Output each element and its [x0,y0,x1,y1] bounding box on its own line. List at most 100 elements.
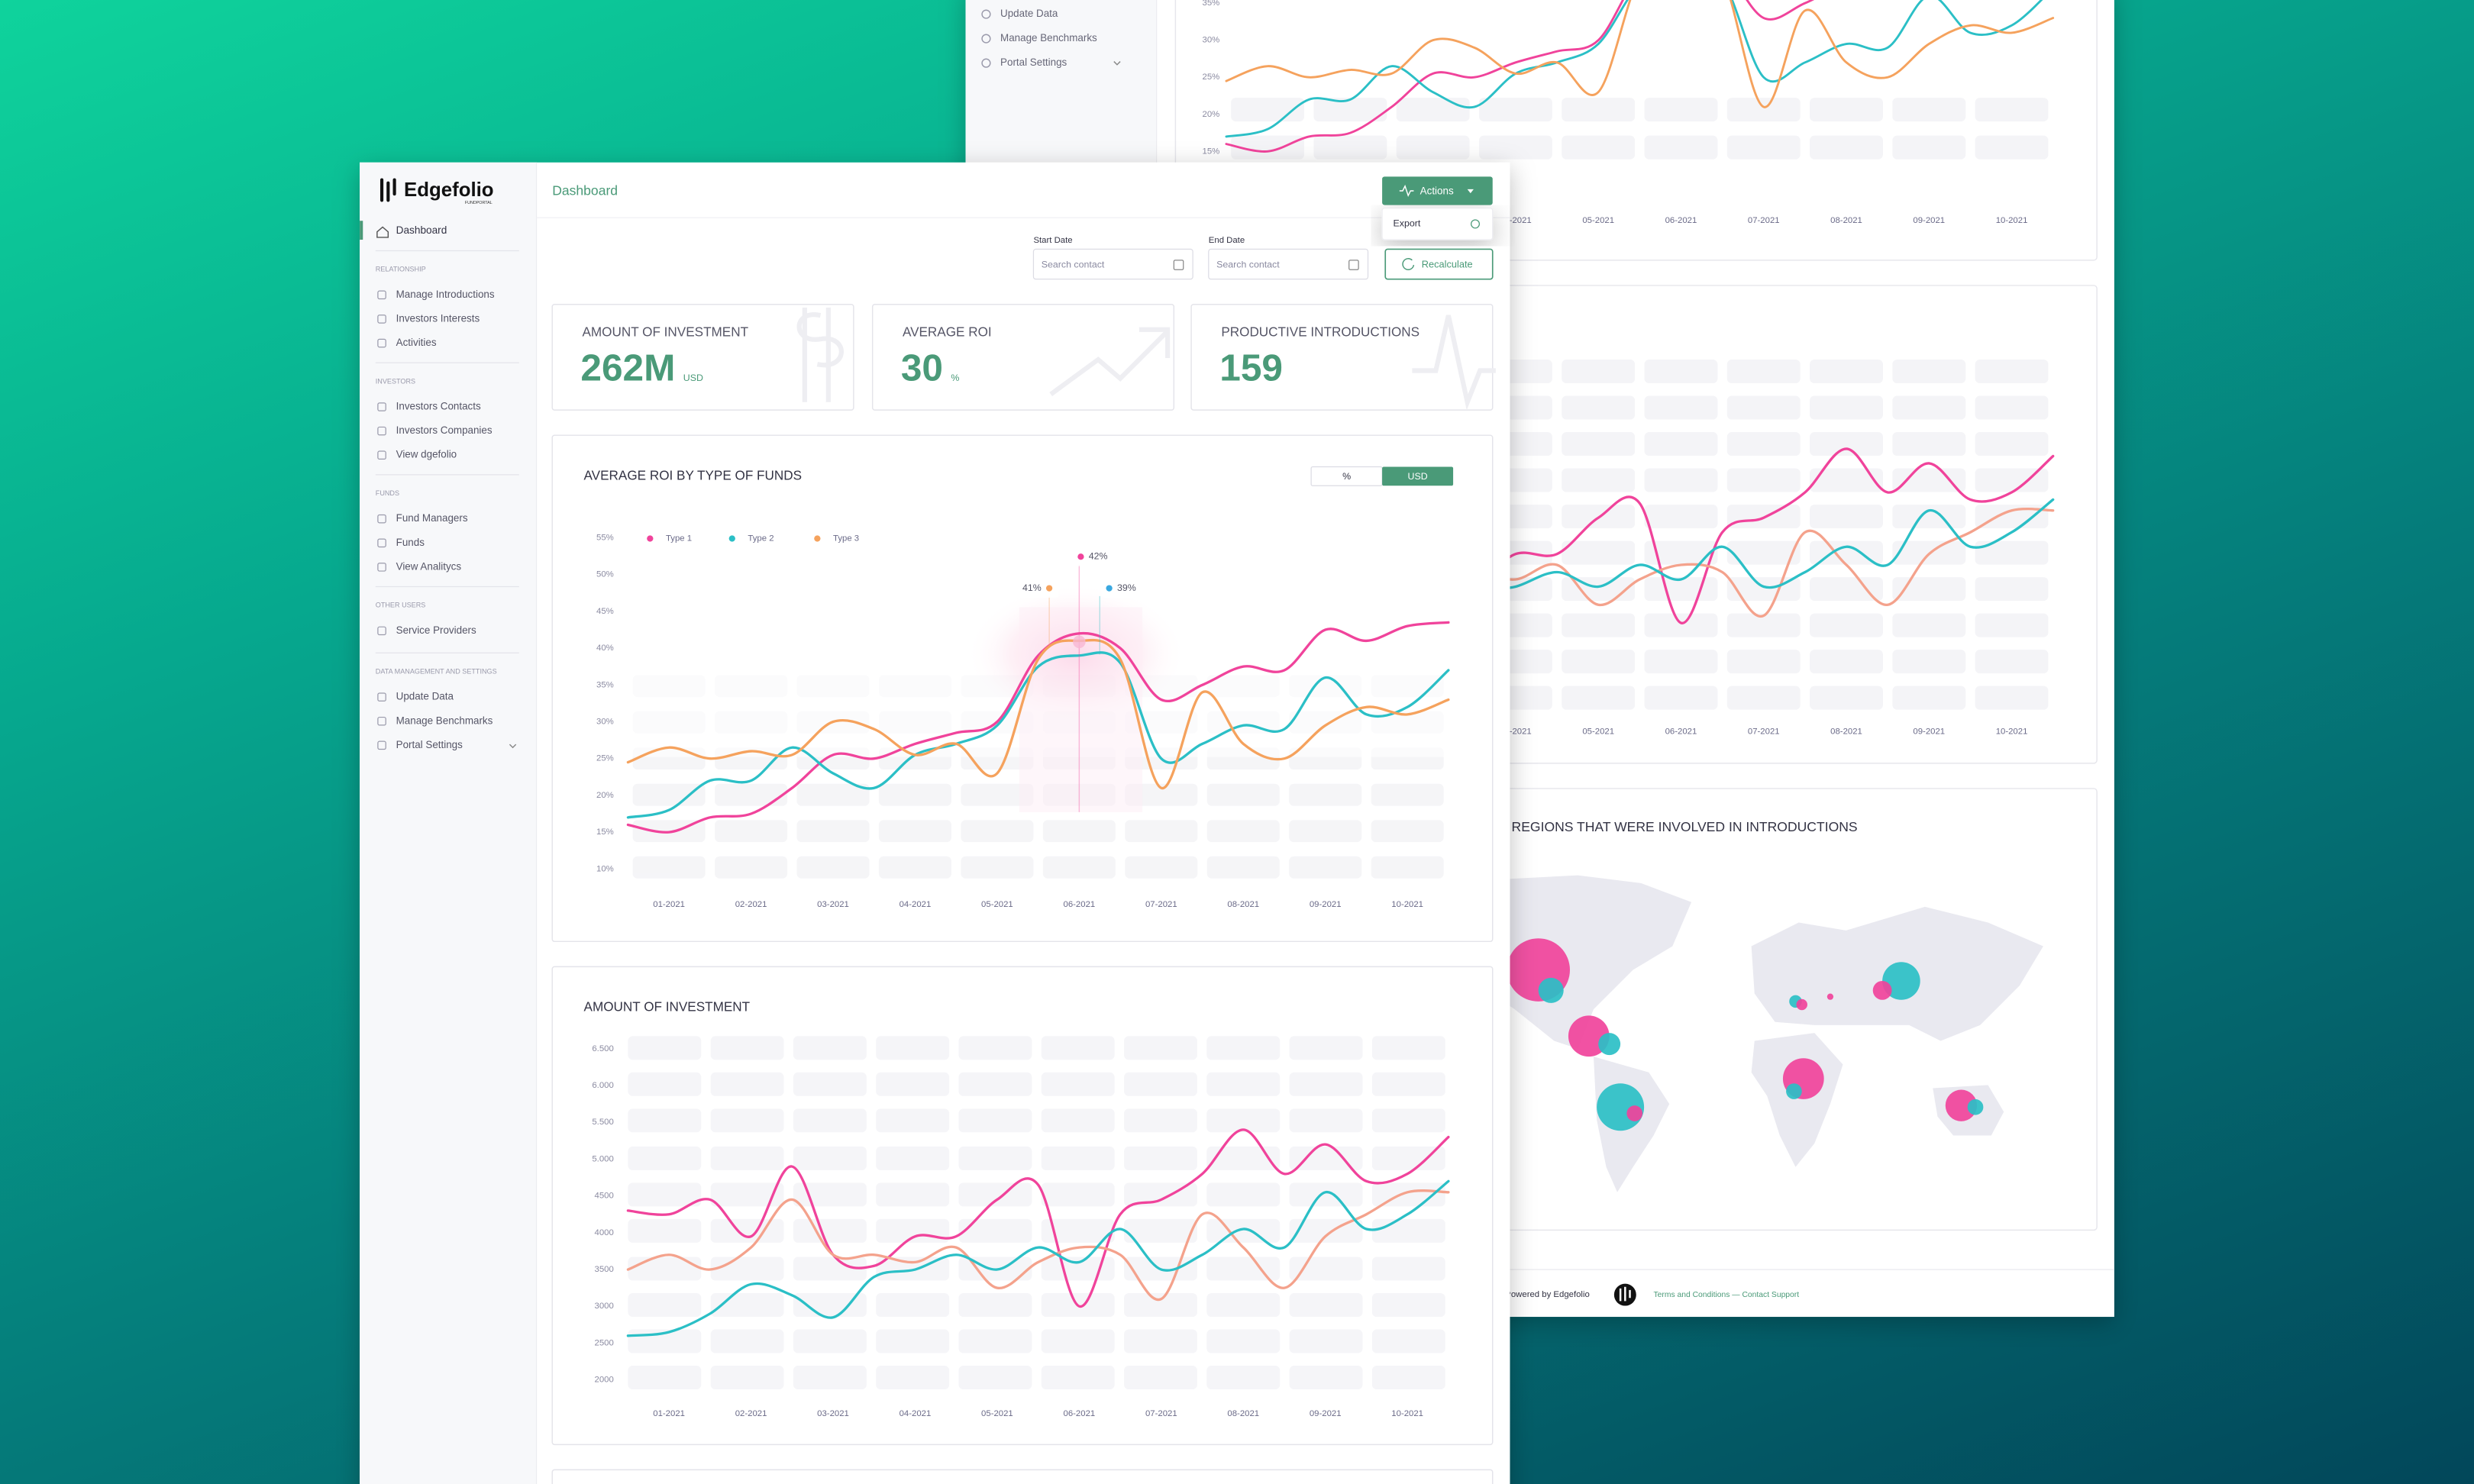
grid-block [1726,540,1801,565]
grid-block [1371,1218,1445,1243]
menu-item[interactable]: Portal Settings [396,739,463,750]
menu-item-active[interactable]: Dashboard [396,224,447,236]
menu-item[interactable]: Investors Companies [396,424,493,436]
menu-item[interactable]: Funds [396,537,425,548]
grid-block [876,1329,950,1353]
menu-item[interactable]: Manage Benchmarks [1000,32,1097,44]
actions-button[interactable] [1382,176,1493,205]
grid-block [1892,135,1966,160]
menu-item[interactable]: Manage Benchmarks [396,715,493,726]
menu-item[interactable]: Activities [396,337,437,348]
grid-block [1041,1182,1115,1207]
y-tick-label: 15% [596,827,614,837]
grid-block [1644,432,1718,456]
tooltip-label: 41% [1022,582,1042,593]
grid-block [1124,1366,1197,1390]
grid-block [1562,432,1636,456]
menu-item[interactable]: Manage Introductions [396,289,495,300]
grid-block [1124,1036,1197,1060]
menu-item[interactable]: Portal Settings [1000,56,1067,68]
grid-block [1041,1072,1115,1096]
grid-block [1371,1146,1445,1170]
grid-block [1396,135,1470,160]
menu-item[interactable]: Update Data [396,691,454,702]
menu-item[interactable]: Investors Interests [396,312,480,324]
grid-block [1289,1218,1363,1243]
y-tick-label: 5.000 [592,1154,613,1163]
grid-block [1125,820,1198,843]
grid-block [1810,577,1883,602]
toggle-label: % [1342,471,1351,482]
grid-block [1125,783,1198,806]
x-tick-label: 07-2021 [1145,900,1177,909]
section-title: RELATIONSHIP [376,266,426,273]
grid-block [1975,135,2049,160]
menu-icon [981,9,991,19]
grid-block [1562,686,1636,710]
footer-links[interactable]: Terms and Conditions — Contact Support [1654,1291,1800,1299]
grid-block [796,783,870,806]
kpi-value: 159 [1219,347,1283,389]
kpi-label: AMOUNT OF INVESTMENT [582,324,748,339]
tooltip-box [1101,579,1146,598]
series-line [1225,0,1815,153]
toggle-right[interactable] [1382,466,1454,486]
grid-block [1289,1072,1363,1096]
menu-item[interactable]: Investors Contacts [396,401,481,412]
grid-block [1041,1329,1115,1353]
recalculate-button[interactable] [1384,248,1494,280]
menu-icon [377,716,386,726]
date-input[interactable] [1032,248,1193,280]
menu-item[interactable]: View dgefolio [396,449,457,460]
menu-item[interactable]: Fund Managers [396,512,468,524]
chevron [1113,61,1121,66]
refresh-icon [1402,258,1415,270]
grid-block [1975,505,2049,529]
grid-block [1206,783,1280,806]
legend-label: Type 2 [748,534,774,544]
menu-item[interactable]: View Analitycs [396,560,462,572]
grid-block [793,1293,867,1318]
grid-block [1726,360,1801,384]
section-title: OTHER USERS [376,602,426,609]
grid-block [1289,1257,1363,1281]
grid-block [1562,98,1636,122]
series-line [626,621,1450,834]
export-item[interactable]: Export [1394,218,1421,229]
grid-block [1810,135,1883,160]
menu-icon [981,34,991,44]
map-bubble [1967,1098,1984,1115]
grid-block [1562,577,1636,602]
grid-block [1313,135,1387,160]
menu-item[interactable]: Service Providers [396,624,476,636]
grid-block [958,1072,1032,1096]
grid-block [1124,1072,1197,1096]
grid-block [1206,1257,1281,1281]
grid-block [1478,135,1552,160]
menu-item[interactable]: Update Data [1000,8,1058,19]
grid-block [1644,540,1718,565]
grid-block [632,783,706,806]
logo-mark [379,178,396,202]
grid-block [1289,820,1362,843]
sidebar [360,162,537,1484]
grid-block [1726,395,1801,420]
series-line [626,1179,1450,1337]
x-tick-label: 01-2021 [653,900,685,909]
grid-block [958,1218,1032,1243]
grid-block [1289,856,1362,879]
grid-block [715,856,788,879]
grid-block [958,1036,1032,1060]
x-tick-label: 08-2021 [1227,1409,1259,1418]
kpi-label: PRODUCTIVE INTRODUCTIONS [1221,324,1419,339]
grid-block [1726,98,1801,122]
date-input[interactable] [1208,248,1369,280]
grid-block [710,1108,784,1133]
kpi-value: 262M [580,347,675,389]
grid-block [1726,135,1801,160]
menu-icon [377,338,386,348]
grid-block [1371,1366,1445,1390]
grid-block [1562,540,1636,565]
grid-block [1289,1366,1363,1390]
x-tick-label: 09-2021 [1310,1409,1342,1418]
